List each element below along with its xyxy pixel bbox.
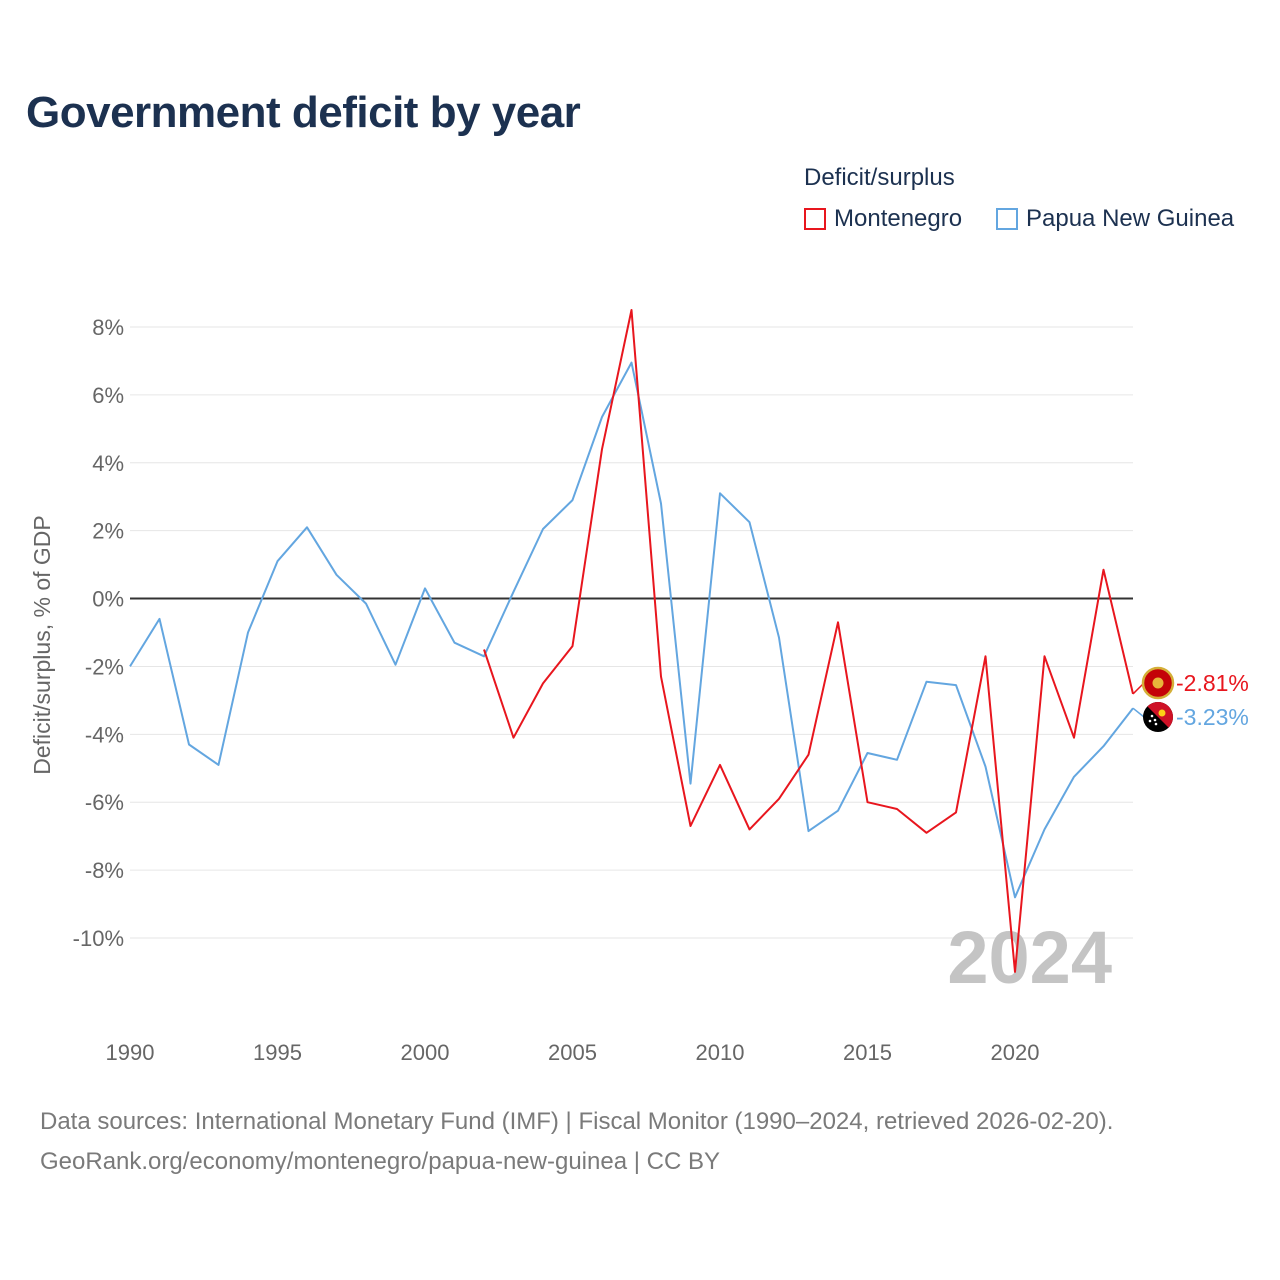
y-tick-label: 0% <box>92 587 124 612</box>
end-label-papua-new-guinea: -3.23% <box>1176 704 1249 730</box>
y-tick-label: 8% <box>92 315 124 340</box>
y-tick-label: 6% <box>92 383 124 408</box>
bird-of-paradise-icon <box>1158 709 1166 717</box>
x-tick-label: 1995 <box>253 1040 302 1065</box>
year-watermark: 2024 <box>947 916 1112 999</box>
legend-item-montenegro[interactable]: Montenegro <box>804 205 962 233</box>
legend-title: Deficit/surplus <box>804 164 955 191</box>
y-tick-label: -2% <box>85 654 124 679</box>
y-tick-label: -6% <box>85 790 124 815</box>
series-line-papua-new-guinea <box>129 361 1134 899</box>
star-icon <box>1150 714 1154 718</box>
legend-label-papua-new-guinea: Papua New Guinea <box>1026 205 1235 232</box>
legend-label-montenegro: Montenegro <box>834 205 963 232</box>
series-line-montenegro <box>483 309 1134 973</box>
chart-title: Government deficit by year <box>26 88 581 137</box>
y-tick-label: -8% <box>85 858 124 883</box>
end-connector-papua-new-guinea <box>1132 707 1145 718</box>
footer-attribution: GeoRank.org/economy/montenegro/papua-new… <box>40 1148 720 1175</box>
legend-item-papua-new-guinea[interactable]: Papua New Guinea <box>996 205 1234 233</box>
legend-swatch-papua-new-guinea <box>996 208 1018 230</box>
end-label-montenegro: -2.81% <box>1176 670 1249 696</box>
x-tick-label: 2010 <box>696 1040 745 1065</box>
y-axis-label: Deficit/surplus, % of GDP <box>29 515 55 774</box>
x-tick-label: 2005 <box>548 1040 597 1065</box>
line-chart: 8% 6% 4% 2% 0% -2% -4% -6% -8% -10% 1990 1995 2000 20… <box>29 309 1249 1065</box>
y-tick-label: -4% <box>85 722 124 747</box>
y-tick-label: -10% <box>73 926 124 951</box>
x-tick-label: 2015 <box>843 1040 892 1065</box>
star-icon <box>1153 718 1157 722</box>
legend-swatch-montenegro <box>804 208 826 230</box>
x-tick-label: 1990 <box>106 1040 155 1065</box>
star-icon <box>1148 719 1152 723</box>
x-tick-label: 2000 <box>401 1040 450 1065</box>
footer-sources: Data sources: International Monetary Fun… <box>40 1108 1114 1135</box>
x-tick-label: 2020 <box>991 1040 1040 1065</box>
y-tick-label: 2% <box>92 519 124 544</box>
star-icon <box>1154 722 1158 726</box>
montenegro-emblem-icon <box>1152 677 1164 689</box>
y-tick-label: 4% <box>92 451 124 476</box>
